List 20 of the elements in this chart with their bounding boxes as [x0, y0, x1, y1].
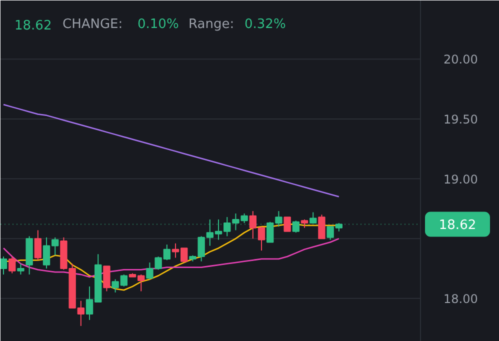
annotation: Range:: [188, 17, 234, 32]
line-series: [2, 104, 340, 198]
annotation: CHANGE:: [62, 17, 123, 32]
candlestick: [292, 220, 300, 234]
candlestick: [284, 216, 291, 232]
candlestick: [0, 256, 8, 275]
annotation: 0.32%: [244, 17, 286, 32]
candlestick: [17, 263, 24, 275]
y-tick-label: 18.00: [444, 292, 478, 306]
candlestick: [34, 230, 42, 261]
candlestick: [103, 266, 110, 292]
y-tick-label: 19.00: [444, 172, 478, 186]
annotation: 18.62: [14, 18, 52, 34]
candlestick: [310, 212, 317, 224]
candlestick: [8, 256, 16, 274]
candlestick: [318, 214, 326, 240]
y-tick-label: 20.00: [444, 52, 478, 67]
annotation: 0.10%: [138, 17, 179, 32]
ref-line-label: 18.62: [438, 218, 476, 234]
y-tick-label: 19.50: [444, 112, 478, 126]
